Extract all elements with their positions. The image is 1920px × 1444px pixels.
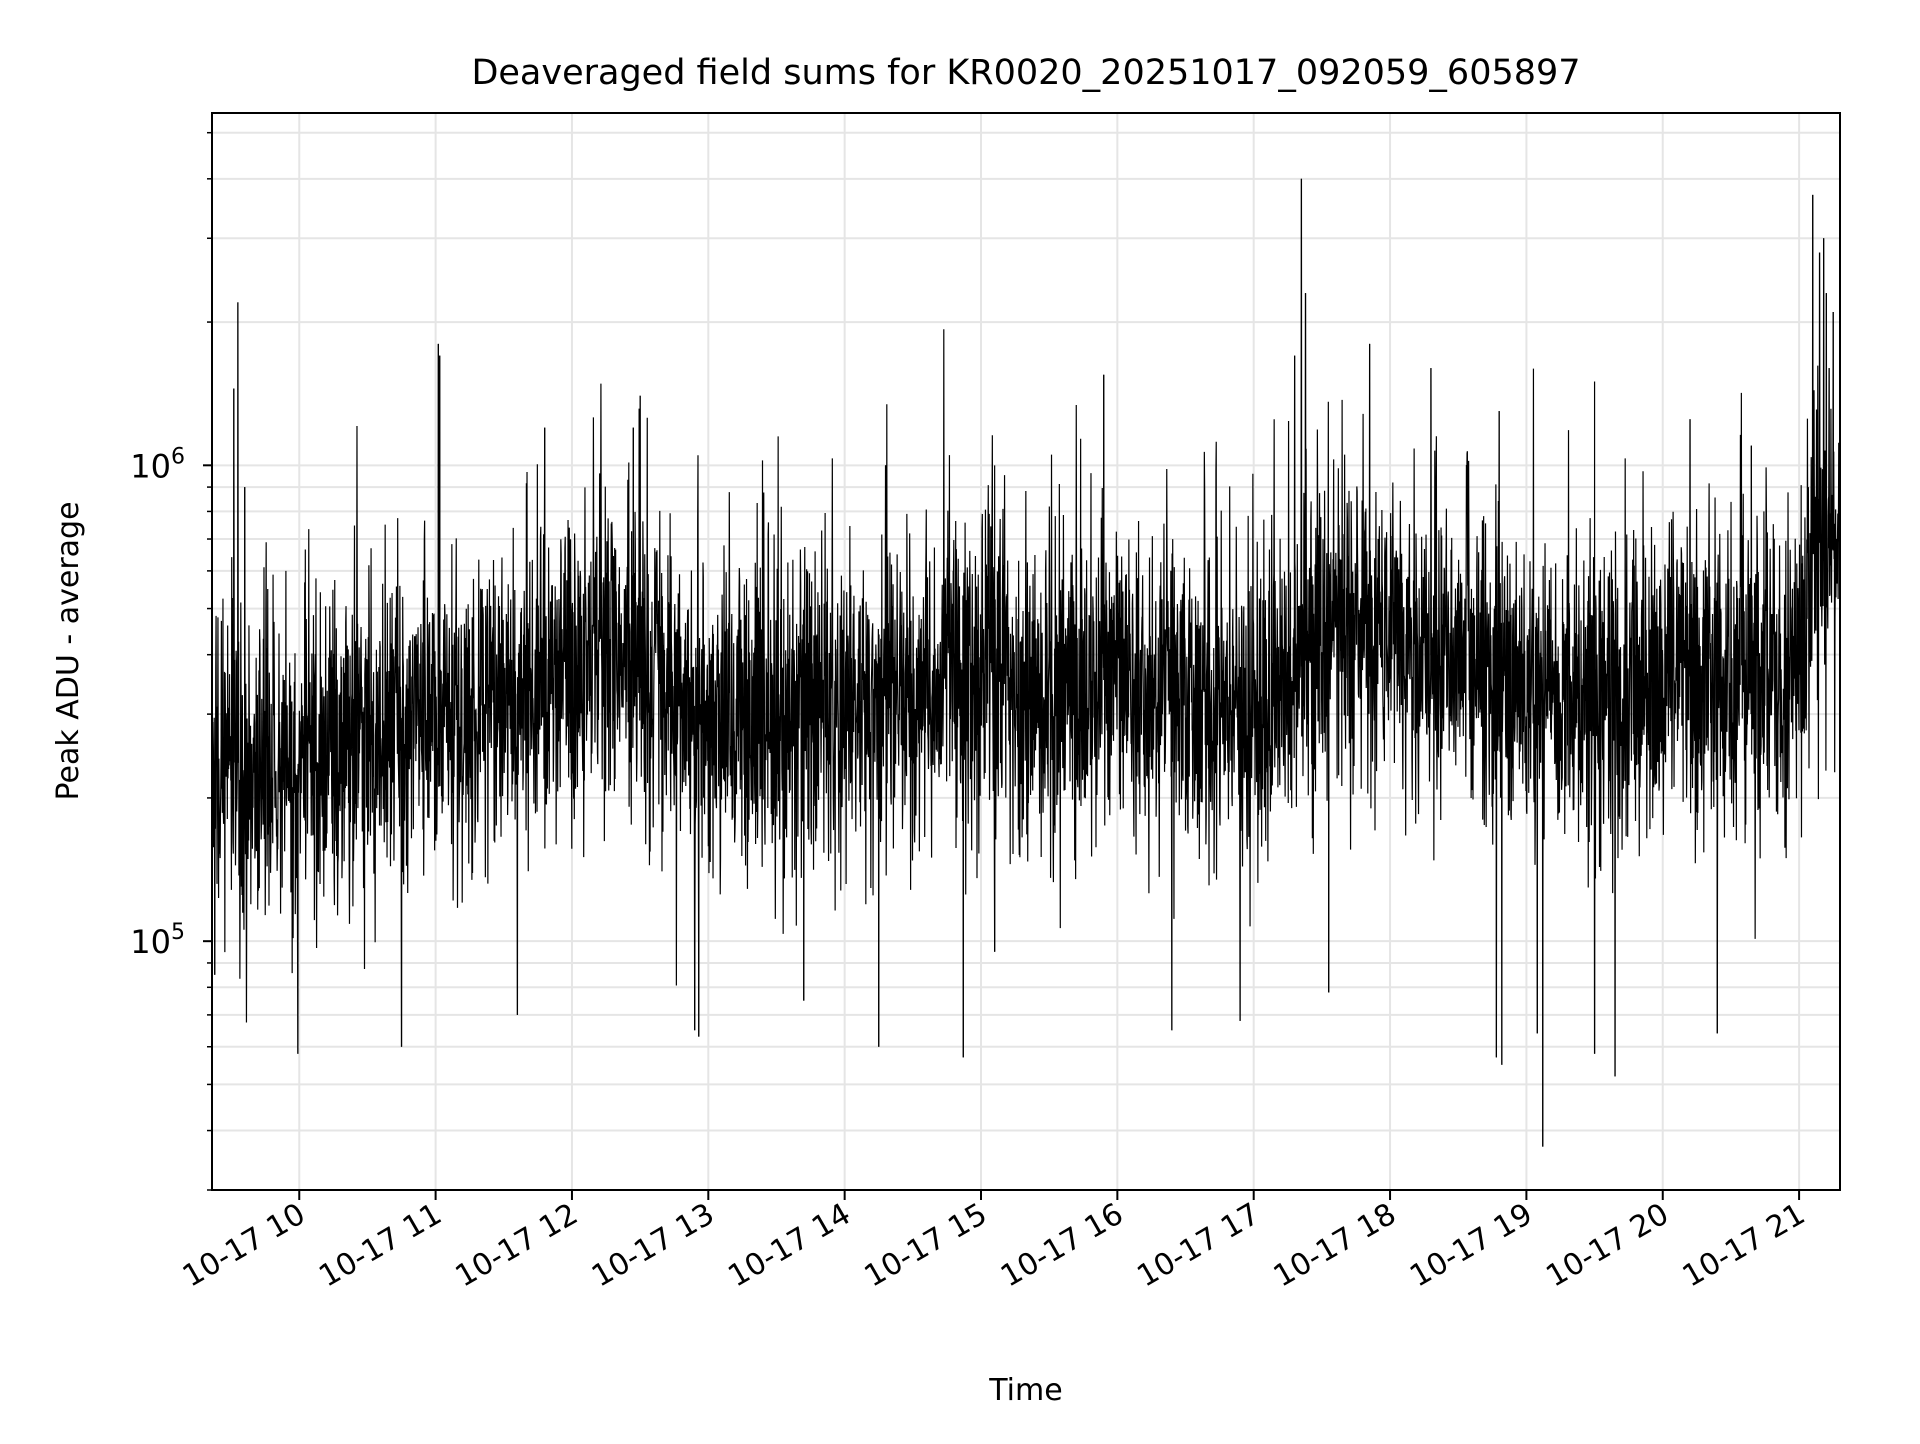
- y-tick-label: 106: [130, 444, 185, 485]
- y-tick-label: 105: [130, 920, 185, 961]
- data-series-line: [211, 178, 1841, 1147]
- x-axis-label: Time: [988, 1373, 1062, 1408]
- axes-frame: [211, 112, 1841, 1191]
- chart-title: Deaveraged field sums for KR0020_2025101…: [471, 53, 1580, 93]
- y-axis-label: Peak ADU - average: [51, 501, 86, 800]
